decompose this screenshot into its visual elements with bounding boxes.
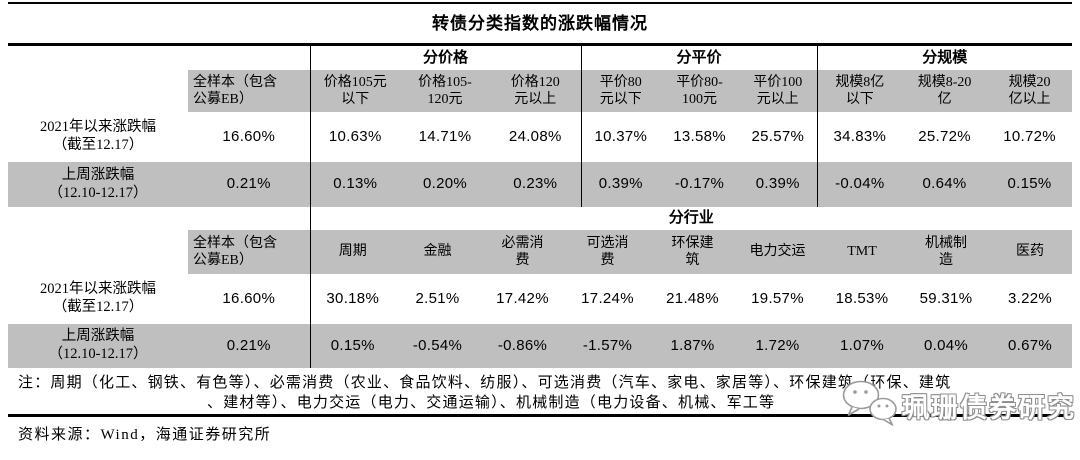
cell: 0.20% bbox=[400, 162, 490, 207]
col-header-pharma: 医药 bbox=[988, 230, 1073, 274]
row-label-ytd: 2021年以来涨跌幅 （截至12.17） bbox=[40, 281, 156, 315]
col-header-price-above-120: 价格120 元以上 bbox=[490, 70, 582, 112]
col-header-full-sample: 全样本（包含 公募EB） bbox=[188, 230, 310, 274]
col-header-scale-below-8: 规模8亿 以下 bbox=[816, 70, 903, 112]
cell: -0.54% bbox=[395, 324, 480, 368]
cell: 10.72% bbox=[1003, 127, 1056, 145]
row-label-last-week: 上周涨跌幅 （12.10-12.17） bbox=[8, 162, 188, 207]
table-row-last-week: 上周涨跌幅 （12.10-12.17） 0.21% 0.15% -0.54% -… bbox=[8, 324, 1073, 368]
table-row-ytd: 2021年以来涨跌幅 （截至12.17） 16.60% 10.63% 14.71… bbox=[8, 112, 1072, 162]
group-header-row: 分价格 分平价 分规模 bbox=[8, 46, 1073, 70]
cell: 0.23% bbox=[490, 162, 582, 207]
cell: 0.21% bbox=[188, 324, 310, 368]
column-header-row: 全样本（包含 公募EB） 周期 金融 必需消 费 可选消 费 环保建 筑 电力交… bbox=[8, 230, 1073, 274]
cell: 0.04% bbox=[904, 324, 988, 368]
group-header-by-scale: 分规模 bbox=[816, 46, 1073, 70]
group-header-by-price: 分价格 bbox=[309, 46, 582, 70]
col-header-power-transport: 电力交运 bbox=[735, 230, 820, 274]
cell: 0.64% bbox=[902, 162, 988, 207]
cell: 13.58% bbox=[673, 127, 726, 145]
bottom-rule bbox=[8, 414, 1072, 417]
cell: -0.17% bbox=[660, 162, 740, 207]
cell: 17.24% bbox=[581, 289, 634, 307]
cell: -0.04% bbox=[816, 162, 903, 207]
col-header-parity-below-80: 平价80 元以下 bbox=[580, 70, 661, 112]
cell: 0.67% bbox=[988, 324, 1073, 368]
group-header-row: 分行业 bbox=[8, 207, 1073, 230]
col-header-cyclical: 周期 bbox=[309, 230, 395, 274]
column-header-row: 全样本（包含 公募EB） 价格105元 以下 价格105- 120元 价格120… bbox=[8, 70, 1073, 112]
col-header-parity-80-100: 平价80- 100元 bbox=[660, 70, 740, 112]
row-label-last-week: 上周涨跌幅 （12.10-12.17） bbox=[8, 324, 188, 368]
cell: -0.86% bbox=[480, 324, 565, 368]
cell: 1.07% bbox=[820, 324, 904, 368]
cell: 34.83% bbox=[816, 112, 903, 162]
column-header-spacer bbox=[8, 230, 188, 274]
col-header-parity-above-100: 平价100 元以上 bbox=[739, 70, 818, 112]
footnote-line-1: 注：周期（化工、钢铁、有色等）、必需消费（农业、食品饮料、纺服）、可选消费（汽车… bbox=[18, 375, 952, 391]
table-row-ytd: 2021年以来涨跌幅 （截至12.17） 16.60% 30.18% 2.51%… bbox=[8, 274, 1072, 324]
cell: 0.13% bbox=[309, 162, 400, 207]
col-header-financial: 金融 bbox=[395, 230, 480, 274]
wechat-icon bbox=[838, 378, 900, 433]
table-by-industry: 分行业 全样本（包含 公募EB） 周期 金融 必需消 费 可选消 费 环保建 筑… bbox=[8, 207, 1073, 368]
cell: 16.60% bbox=[222, 289, 276, 307]
col-header-price-below-105: 价格105元 以下 bbox=[309, 70, 400, 112]
cell: 24.08% bbox=[508, 127, 562, 145]
group-header-spacer bbox=[8, 207, 310, 230]
cell: 30.18% bbox=[309, 274, 395, 324]
data-source: 资料来源：Wind，海通证券研究所 bbox=[18, 427, 272, 443]
cell: 19.57% bbox=[751, 289, 804, 307]
title-rule bbox=[8, 43, 1072, 46]
cell: -1.57% bbox=[565, 324, 650, 368]
row-label-ytd: 2021年以来涨跌幅 （截至12.17） bbox=[40, 119, 156, 153]
top-rule bbox=[8, 2, 1072, 4]
cell: 10.37% bbox=[580, 112, 661, 162]
page-title: 转债分类指数的涨跌幅情况 bbox=[432, 14, 648, 33]
col-header-full-sample: 全样本（包含 公募EB） bbox=[188, 70, 310, 112]
footnote-line-2: 、建材等）、电力交运（电力、交通运输）、机械制造（电力设备、机械、军工等 bbox=[207, 395, 776, 411]
cell: 18.53% bbox=[835, 289, 889, 307]
col-header-price-105-120: 价格105- 120元 bbox=[400, 70, 490, 112]
group-header-by-industry: 分行业 bbox=[309, 207, 1073, 230]
cell: 14.71% bbox=[418, 127, 472, 145]
cell: 16.60% bbox=[222, 127, 276, 145]
col-header-scale-above-20: 规模20 亿以上 bbox=[987, 70, 1073, 112]
footnote: 注：周期（化工、钢铁、有色等）、必需消费（农业、食品饮料、纺服）、可选消费（汽车… bbox=[18, 373, 1072, 413]
cell: 0.39% bbox=[580, 162, 661, 207]
table-price-parity-scale: 分价格 分平价 分规模 全样本（包含 公募EB） 价格105元 以下 价格105… bbox=[8, 46, 1073, 207]
cell: 0.15% bbox=[987, 162, 1073, 207]
cell: 0.21% bbox=[188, 162, 310, 207]
group-header-by-parity: 分平价 bbox=[580, 46, 818, 70]
col-header-discretionary: 可选消 费 bbox=[565, 230, 650, 274]
cell: 10.63% bbox=[309, 112, 400, 162]
cell: 0.39% bbox=[739, 162, 818, 207]
cell: 21.48% bbox=[666, 289, 719, 307]
cell: 0.15% bbox=[309, 324, 395, 368]
col-header-env-construction: 环保建 筑 bbox=[650, 230, 735, 274]
cell: 59.31% bbox=[919, 289, 973, 307]
cell: 25.72% bbox=[918, 127, 971, 145]
group-header-spacer bbox=[8, 46, 310, 70]
cell: 17.42% bbox=[496, 289, 549, 307]
col-header-scale-8-20: 规模8-20 亿 bbox=[902, 70, 988, 112]
watermark: 珮珊债券研究 bbox=[838, 378, 1076, 433]
col-header-machinery: 机械制 造 bbox=[904, 230, 988, 274]
watermark-text: 珮珊债券研究 bbox=[902, 393, 1076, 423]
column-header-spacer bbox=[8, 70, 188, 112]
cell: 25.57% bbox=[751, 127, 805, 145]
cell: 2.51% bbox=[415, 289, 460, 307]
table-row-last-week: 上周涨跌幅 （12.10-12.17） 0.21% 0.13% 0.20% 0.… bbox=[8, 162, 1073, 207]
cell: 1.72% bbox=[735, 324, 820, 368]
col-header-tmt: TMT bbox=[820, 230, 904, 274]
col-header-staples: 必需消 费 bbox=[480, 230, 565, 274]
cell: 3.22% bbox=[1008, 289, 1053, 307]
cell: 1.87% bbox=[650, 324, 735, 368]
